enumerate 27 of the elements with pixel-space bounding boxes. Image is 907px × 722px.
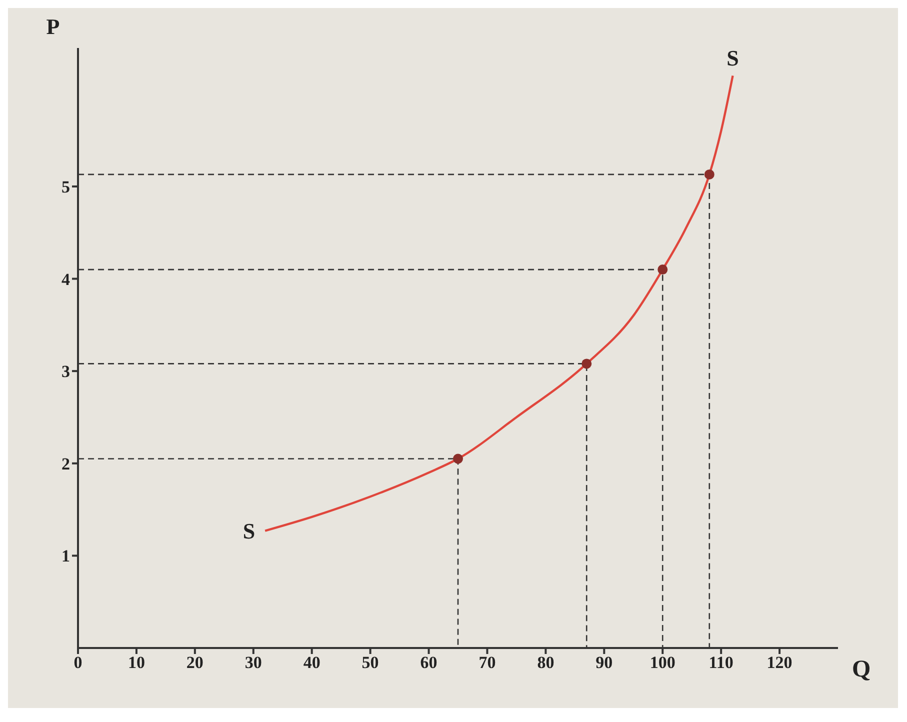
y-tick-label: 2 — [62, 454, 70, 474]
x-axis-title: Q — [852, 656, 871, 683]
x-tick-label: 0 — [74, 653, 82, 672]
y-tick-label: 3 — [62, 362, 70, 382]
x-tick-label: 20 — [186, 653, 204, 672]
x-tick-label: 50 — [362, 653, 379, 672]
x-tick-label: 110 — [708, 653, 734, 672]
y-tick-label: 1 — [62, 546, 70, 566]
annotation: S — [242, 518, 256, 544]
x-tick-label: 10 — [128, 653, 145, 672]
point — [582, 358, 592, 369]
x-tick-label: 120 — [766, 653, 792, 672]
annotation: S — [726, 46, 739, 71]
x-tick-label: 70 — [478, 653, 496, 672]
x-tick-label: 30 — [244, 653, 262, 672]
y-tick-label: 5 — [62, 177, 70, 196]
x-tick-label: 60 — [420, 653, 438, 672]
x-tick-label: 80 — [537, 653, 554, 672]
point — [704, 169, 714, 180]
x-tick-label: 100 — [650, 653, 676, 672]
line-series — [264, 74, 734, 532]
point — [658, 264, 668, 275]
point — [453, 454, 463, 464]
y-axis-title: P — [46, 14, 60, 39]
x-tick-label: 90 — [596, 653, 613, 672]
x-tick-label: 40 — [303, 653, 320, 672]
y-tick-label: 4 — [62, 270, 70, 289]
